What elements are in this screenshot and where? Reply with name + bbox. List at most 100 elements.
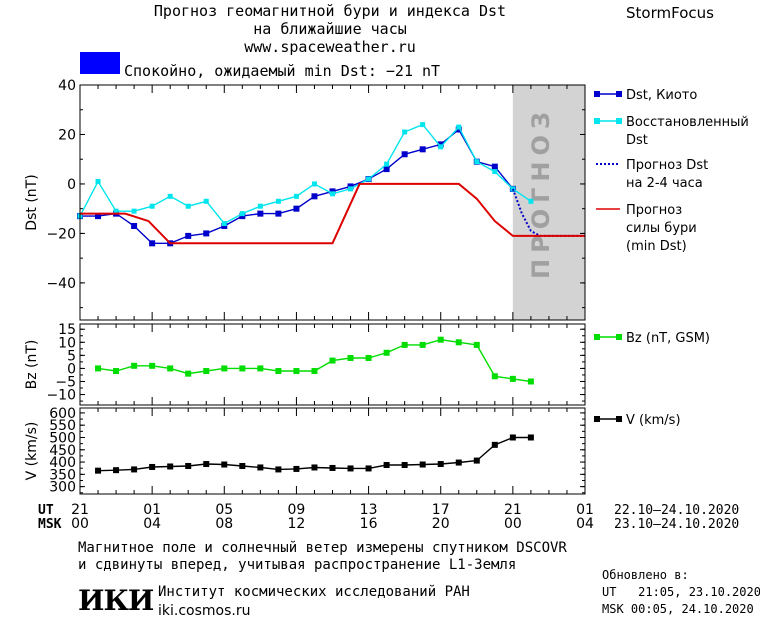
legend-marker: [616, 416, 622, 422]
data-point: [257, 203, 263, 209]
data-point: [473, 341, 480, 348]
data-point: [419, 461, 426, 468]
updated-label: Обновлено в:: [602, 568, 689, 582]
data-point: [167, 365, 174, 372]
y-axis-label: Bz (nT): [24, 340, 40, 390]
legend-label: V (km/s): [626, 413, 681, 428]
data-point: [131, 208, 137, 214]
data-point: [221, 365, 228, 372]
y-tick-label: 0: [67, 361, 76, 377]
data-point: [311, 181, 317, 187]
ut-axis-label: UT: [38, 503, 54, 518]
data-point: [491, 441, 498, 448]
data-point: [257, 210, 264, 217]
y-axis-label: V (km/s): [24, 422, 40, 481]
legend-label: Bz (nT, GSM): [626, 331, 710, 346]
data-point: [149, 240, 156, 247]
data-point: [509, 375, 516, 382]
data-point: [419, 341, 426, 348]
data-point: [366, 176, 372, 182]
status-text: Спокойно, ожидаемый min Dst: −21 nT: [124, 62, 441, 80]
y-tick-label: 40: [58, 78, 76, 94]
data-point: [203, 230, 210, 237]
data-point: [113, 208, 119, 214]
chart-title-line1: Прогноз геомагнитной бури и индекса Dst: [153, 2, 507, 20]
updated-ut: UT 21:05, 23.10.2020: [602, 585, 760, 599]
data-point: [474, 159, 480, 165]
updated-msk: MSK 00:05, 24.10.2020: [602, 602, 754, 616]
legend-label: Dst: [626, 133, 648, 148]
data-point: [293, 205, 300, 212]
data-point: [420, 122, 426, 128]
data-point: [402, 129, 408, 135]
data-point: [149, 362, 156, 369]
data-point: [275, 368, 282, 375]
ut-date-range: 22.10–24.10.2020: [614, 503, 740, 518]
data-point: [491, 163, 498, 170]
data-point: [527, 434, 534, 441]
forecast-region: [512, 85, 585, 320]
data-point: [311, 193, 318, 200]
data-point: [113, 467, 120, 474]
legend-marker: [616, 91, 622, 97]
legend-marker: [594, 118, 600, 124]
data-point: [275, 466, 282, 473]
data-point: [221, 221, 227, 227]
x-tick-label-ut: 09: [288, 502, 306, 518]
data-point: [383, 462, 390, 469]
data-point: [185, 462, 192, 469]
data-point: [221, 461, 228, 468]
data-point: [455, 339, 462, 346]
x-tick-label-msk: 16: [360, 516, 378, 532]
series-line: [80, 182, 585, 245]
legend-marker: [616, 334, 622, 340]
site-url[interactable]: www.spaceweather.ru: [244, 38, 416, 56]
institute-url[interactable]: iki.cosmos.ru: [158, 603, 251, 619]
y-tick-label: 350: [49, 467, 76, 483]
x-tick-label-ut: 01: [576, 502, 594, 518]
legend-label: Прогноз Dst: [626, 158, 708, 173]
data-point: [113, 368, 120, 375]
data-point: [149, 463, 156, 470]
y-tick-label: −20: [46, 226, 76, 242]
legend-label: Dst, Киото: [626, 88, 697, 103]
data-point: [329, 357, 336, 364]
data-point: [257, 464, 264, 471]
data-point: [384, 161, 390, 167]
y-tick-label: 500: [49, 430, 76, 446]
data-point: [419, 146, 426, 153]
series-line: [80, 128, 514, 245]
y-tick-label: −10: [46, 388, 76, 404]
data-point: [203, 461, 210, 468]
x-tick-label-ut: 17: [432, 502, 450, 518]
data-point: [456, 124, 462, 130]
data-point: [510, 186, 516, 192]
y-tick-label: 450: [49, 443, 76, 459]
data-point: [203, 368, 210, 375]
data-point: [275, 198, 281, 204]
y-tick-label: 300: [49, 480, 76, 496]
msk-axis-label: MSK: [38, 517, 62, 532]
y-tick-label: 15: [58, 322, 76, 338]
iki-logo: ИКИ: [78, 584, 154, 617]
x-tick-label-ut: 21: [71, 502, 89, 518]
panel-frame: [79, 323, 586, 406]
y-tick-label: 600: [49, 406, 76, 422]
data-point: [185, 370, 192, 377]
legend-label: Восстановленный: [626, 115, 749, 130]
legend-label: Прогноз: [626, 203, 682, 218]
data-point: [185, 203, 191, 209]
status-color-swatch: [80, 52, 120, 74]
chart-title-line2: на ближайшие часы: [253, 20, 407, 38]
data-point: [365, 354, 372, 361]
data-source-note-line2: и сдвинуты вперед, учитывая распростране…: [78, 557, 517, 573]
forecast-zone-label: ПРОГНОЗ: [527, 106, 555, 279]
data-point: [348, 186, 354, 192]
data-point: [275, 210, 282, 217]
data-point: [347, 354, 354, 361]
x-tick-label-ut: 05: [215, 502, 233, 518]
data-point: [95, 213, 102, 220]
legend-label: силы бури: [626, 221, 697, 236]
data-point: [311, 368, 318, 375]
